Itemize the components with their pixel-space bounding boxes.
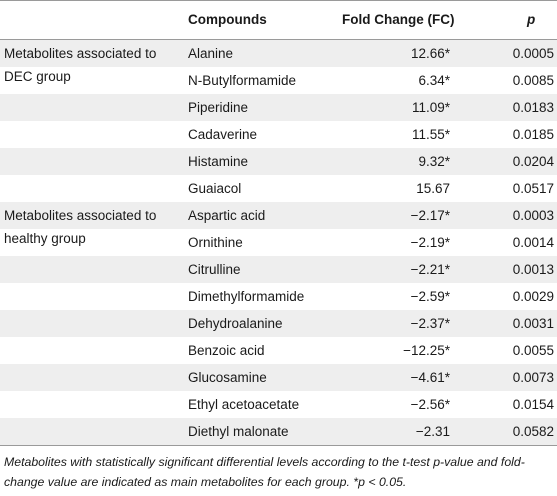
- fold-change-cell: 12.66*: [410, 46, 450, 61]
- fold-change-cell: 15.67: [416, 181, 450, 196]
- p-value-cell: 0.0031: [512, 316, 554, 331]
- row-band: [0, 418, 557, 445]
- p-value-cell: 0.0085: [512, 73, 554, 88]
- p-value-cell: 0.0073: [512, 370, 554, 385]
- row-band: [0, 40, 557, 67]
- fold-change-cell: −2.59*: [410, 289, 450, 304]
- p-value-cell: 0.0014: [512, 235, 554, 250]
- group-label: Metabolites associated to DEC group: [4, 46, 157, 84]
- row-band: [0, 364, 557, 391]
- fold-change-cell: 6.34*: [418, 73, 450, 88]
- p-value-cell: 0.0582: [512, 424, 554, 439]
- p-value-cell: 0.0204: [512, 154, 554, 169]
- group-label: Metabolites associated to healthy group: [4, 208, 157, 246]
- p-value-cell: 0.0517: [512, 181, 554, 196]
- p-value-cell: 0.0003: [512, 208, 554, 223]
- p-value-cell: 0.0185: [512, 127, 554, 142]
- row-band: [0, 148, 557, 175]
- fold-change-cell: −12.25*: [403, 343, 450, 358]
- p-value-cell: 0.0154: [512, 397, 554, 412]
- fold-change-cell: 9.32*: [418, 154, 450, 169]
- compound-cell: Citrulline: [188, 262, 241, 277]
- compound-cell: Benzoic acid: [188, 343, 265, 358]
- compound-cell: Ethyl acetoacetate: [188, 397, 300, 412]
- fold-change-cell: −2.21*: [410, 262, 450, 277]
- compound-cell: Histamine: [188, 154, 249, 169]
- fold-change-cell: −2.37*: [410, 316, 450, 331]
- table-bottom-rule: [0, 445, 557, 446]
- table-footnote: Metabolites with statistically significa…: [4, 455, 525, 489]
- p-value-cell: 0.0055: [512, 343, 554, 358]
- fold-change-cell: 11.09*: [411, 100, 450, 115]
- compound-cell: Guaiacol: [188, 181, 242, 196]
- row-band: [0, 310, 557, 337]
- compound-cell: Aspartic acid: [188, 208, 266, 223]
- p-value-cell: 0.0183: [512, 100, 554, 115]
- compound-cell: Diethyl malonate: [188, 424, 289, 439]
- row-band: [0, 202, 557, 229]
- compound-cell: N-Butylformamide: [188, 73, 297, 88]
- compound-cell: Glucosamine: [188, 370, 267, 385]
- p-value-cell: 0.0013: [512, 262, 554, 277]
- compound-cell: Dimethylformamide: [188, 289, 305, 304]
- header-p: p: [527, 12, 536, 27]
- p-value-cell: 0.0029: [512, 289, 554, 304]
- fold-change-cell: −2.56*: [410, 397, 450, 412]
- compound-cell: Cadaverine: [188, 127, 258, 142]
- compound-cell: Alanine: [188, 46, 234, 61]
- fold-change-cell: −4.61*: [410, 370, 450, 385]
- compound-cell: Ornithine: [188, 235, 243, 250]
- compound-cell: Dehydroalanine: [188, 316, 283, 331]
- header-fold-change: Fold Change (FC): [342, 12, 455, 27]
- fold-change-cell: −2.17*: [410, 208, 450, 223]
- row-band: [0, 256, 557, 283]
- compound-cell: Piperidine: [188, 100, 249, 115]
- table-top-rule: [0, 0, 557, 1]
- row-band: [0, 94, 557, 121]
- fold-change-cell: −2.31: [415, 424, 450, 439]
- fold-change-cell: −2.19*: [410, 235, 450, 250]
- header-compounds: Compounds: [188, 12, 267, 27]
- fold-change-cell: 11.55*: [411, 127, 450, 142]
- p-value-cell: 0.0005: [512, 46, 554, 61]
- header-rule: [0, 39, 557, 40]
